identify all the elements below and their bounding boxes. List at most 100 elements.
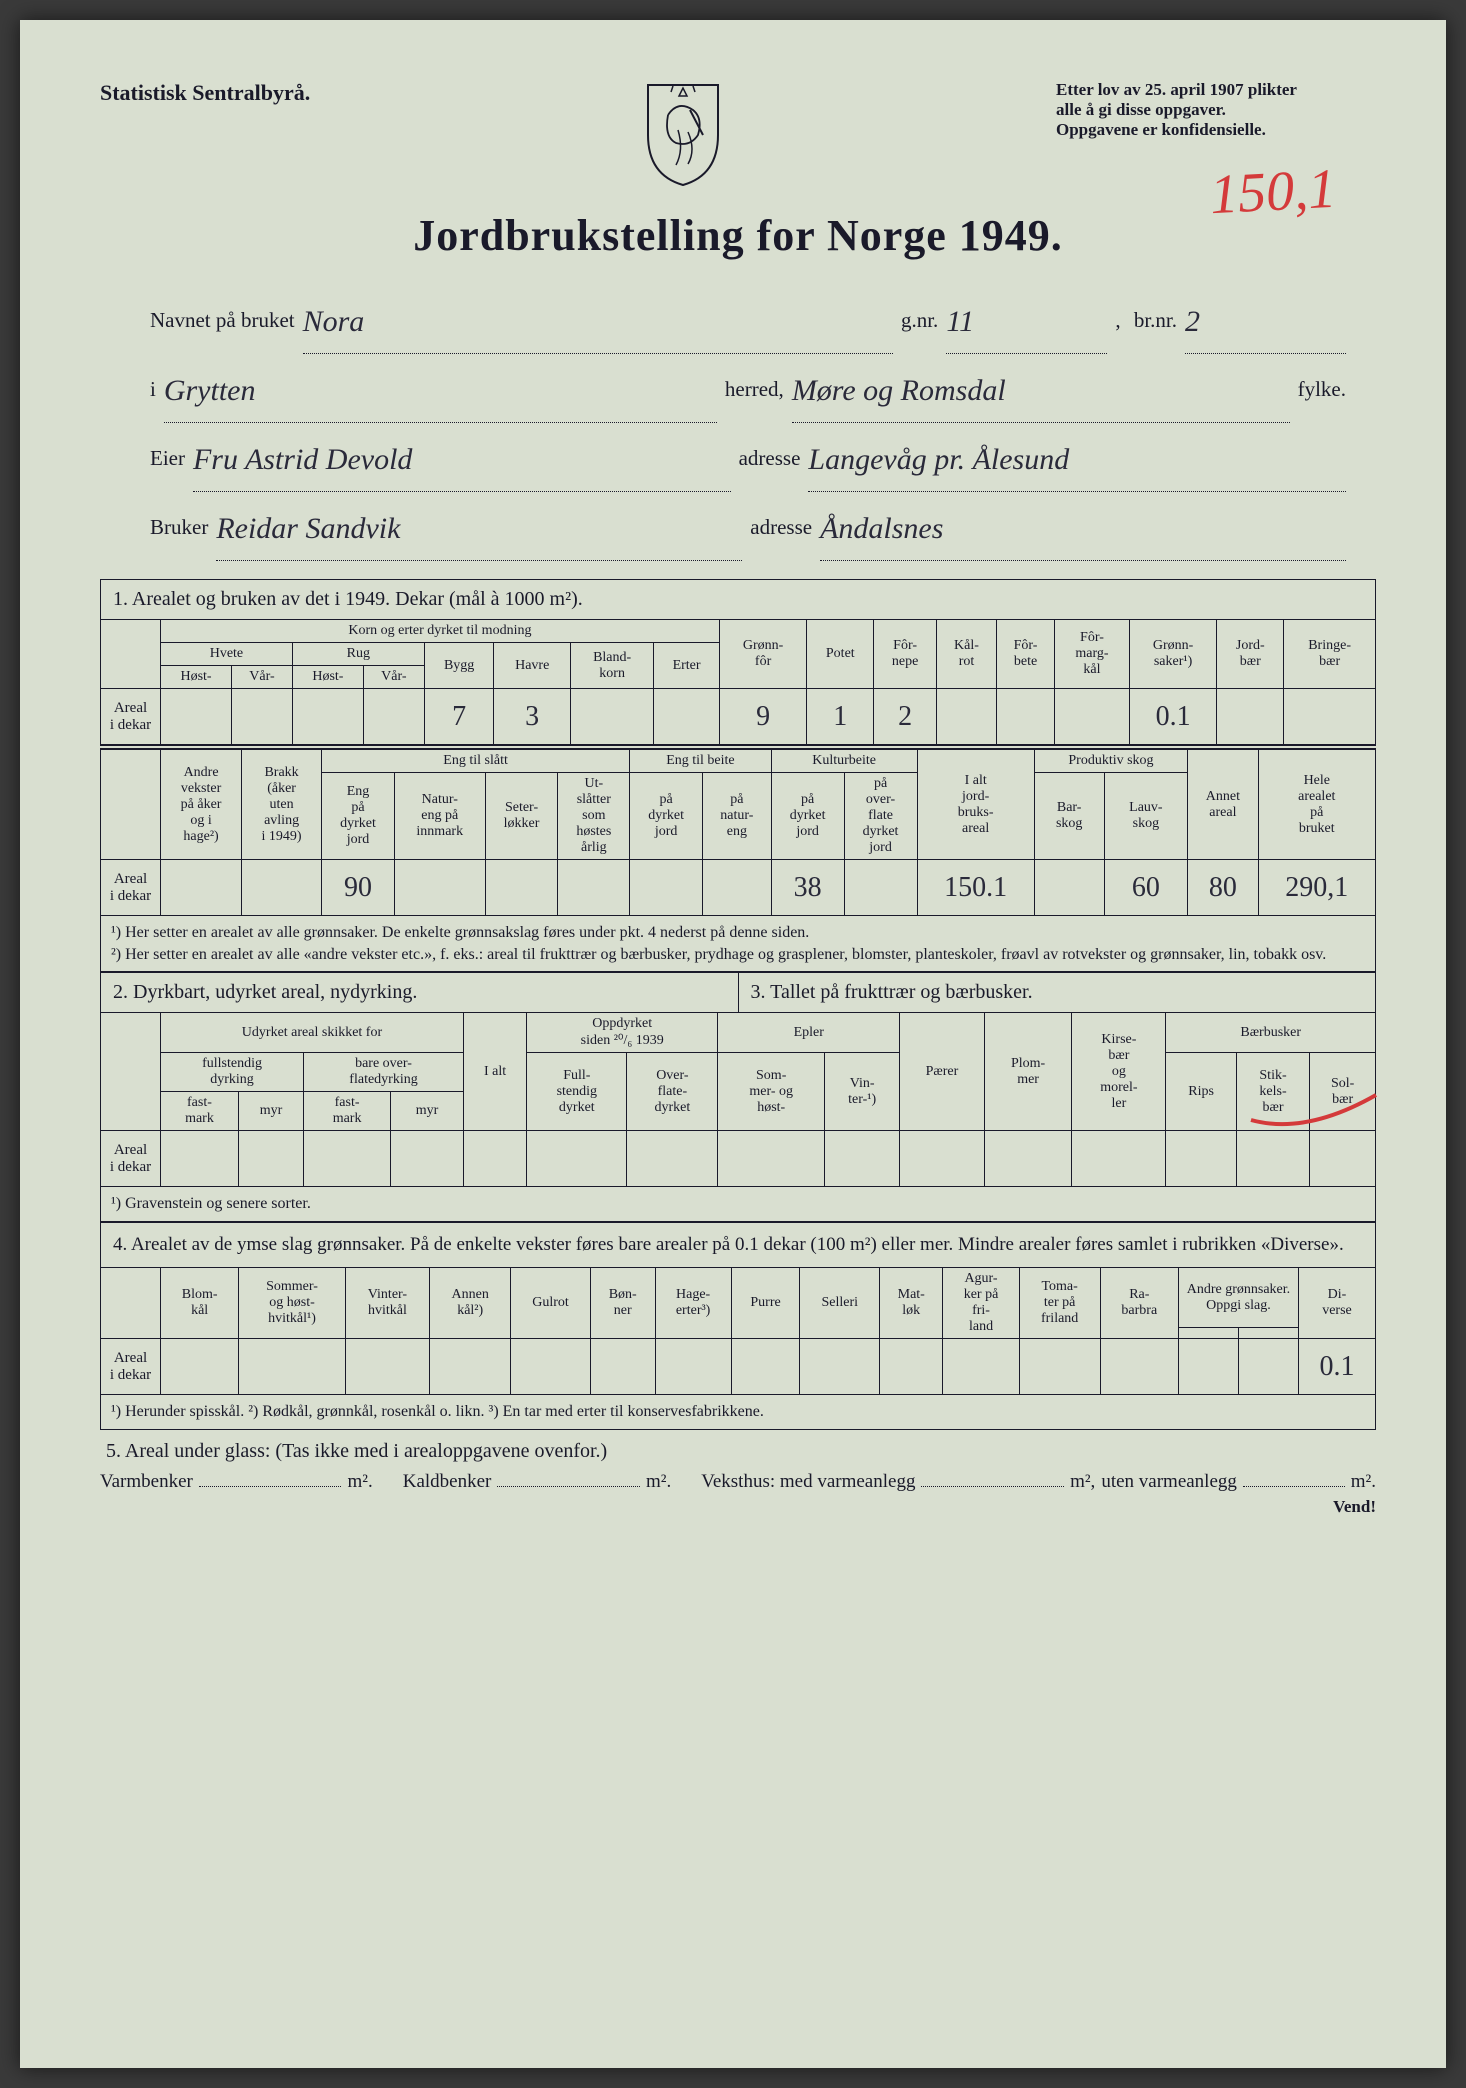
label-uten-varme: uten varmeanlegg xyxy=(1101,1471,1237,1493)
c4-purre: Purre xyxy=(731,1268,800,1339)
label-gnr: g.nr. xyxy=(901,297,938,343)
col-sommerhost: Som- mer- og høst- xyxy=(718,1053,825,1131)
unit-m2-1: m². xyxy=(347,1471,372,1493)
col-bringebaer: Bringe- bær xyxy=(1284,620,1376,689)
section23-footnote: ¹) Gravenstein og senere sorter. xyxy=(100,1187,1376,1222)
col-solbaer: Sol- bær xyxy=(1310,1053,1376,1131)
c4-selleri: Selleri xyxy=(800,1268,880,1339)
header-row: Statistisk Sentralbyrå. Etter lov av 25.… xyxy=(100,80,1376,190)
identification-fields: Navnet på bruket Nora g.nr. 11 , br.nr. … xyxy=(150,285,1346,561)
col-seterlokker: Seter- løkker xyxy=(485,773,558,860)
label-herred: herred, xyxy=(725,366,784,412)
value-navnet: Nora xyxy=(303,305,365,338)
col-fm2: fast- mark xyxy=(304,1092,391,1131)
footnote-1: ¹) Her setter en arealet av alle grønnsa… xyxy=(111,922,1365,944)
col-rips: Rips xyxy=(1166,1053,1236,1131)
label-i: i xyxy=(150,366,156,412)
col-baerbusker: Bærbusker xyxy=(1166,1013,1376,1053)
section-2-3-headings: 2. Dyrkbart, udyrket areal, nydyrking. 3… xyxy=(100,972,1376,1012)
unit-m2-2: m². xyxy=(646,1471,671,1493)
col-engbeite: Eng til beite xyxy=(630,750,772,773)
value-gnr: 11 xyxy=(946,305,974,338)
legal-notice: Etter lov av 25. april 1907 plikter alle… xyxy=(1056,80,1376,140)
col-rug-var: Vår- xyxy=(363,666,424,689)
footnote-2: ²) Her setter en arealet av alle «andre … xyxy=(111,944,1365,966)
val-engdyrket: 90 xyxy=(322,860,395,916)
val-havre: 3 xyxy=(494,689,570,745)
col-forbete: Fôr- bete xyxy=(996,620,1054,689)
table-2-3: Udyrket areal skikket for I alt Oppdyrke… xyxy=(100,1012,1376,1187)
section4-footnote: ¹) Herunder spisskål. ²) Rødkål, grønnkå… xyxy=(100,1395,1376,1430)
col-oppdyrket: Oppdyrket siden ²⁰/₆ 1939 xyxy=(527,1013,718,1053)
col-utslatter: Ut- slåtter som høstes årlig xyxy=(558,773,630,860)
col-rug: Rug xyxy=(292,643,424,666)
col-prodskog: Produktiv skog xyxy=(1034,750,1187,773)
col-jordbaer: Jord- bær xyxy=(1217,620,1284,689)
col-kirsebaer: Kirse- bær og morel- ler xyxy=(1072,1013,1166,1131)
label-navnet: Navnet på bruket xyxy=(150,297,295,343)
col-kb-dyrket: på dyrket jord xyxy=(771,773,844,860)
col-hele: Hele arealet på bruket xyxy=(1258,750,1375,860)
c4-rabarbra: Ra- barbra xyxy=(1100,1268,1178,1339)
c4-bonner: Bøn- ner xyxy=(590,1268,655,1339)
val-gronnfor: 9 xyxy=(719,689,807,745)
label-veksthus-varme: Veksthus: med varmeanlegg xyxy=(701,1471,915,1493)
col-overdyrket: Over- flate- dyrket xyxy=(627,1053,718,1131)
col-blandkorn: Bland- korn xyxy=(570,643,653,689)
c4-blomkal: Blom- kål xyxy=(161,1268,239,1339)
col-korn: Korn og erter dyrket til modning xyxy=(161,620,720,643)
label-varmbenker: Varmbenker xyxy=(100,1471,193,1493)
section5-heading: 5. Areal under glass: (Tas ikke med i ar… xyxy=(100,1440,1376,1463)
col-hvete-host: Høst- xyxy=(161,666,232,689)
col-rug-host: Høst- xyxy=(292,666,363,689)
col-potet: Potet xyxy=(807,620,874,689)
col-gronnfor: Grønn- fôr xyxy=(719,620,807,689)
col-fm1: fast- mark xyxy=(161,1092,239,1131)
col-barskog: Bar- skog xyxy=(1034,773,1104,860)
c4-tomater: Toma- ter på friland xyxy=(1019,1268,1100,1339)
col-udyrket: Udyrket areal skikket for xyxy=(161,1013,464,1053)
col-brakk: Brakk (åker uten avling i 1949) xyxy=(242,750,322,860)
unit-m2-4: m². xyxy=(1351,1471,1376,1493)
label-kaldbenker: Kaldbenker xyxy=(403,1471,492,1493)
col-ialtjord: I alt jord- bruks- areal xyxy=(917,750,1034,860)
c4-agurker: Agur- ker på fri- land xyxy=(943,1268,1019,1339)
col-beite-natureng: på natur- eng xyxy=(703,773,772,860)
val-hele: 290,1 xyxy=(1258,860,1375,916)
section3-heading: 3. Tallet på frukttrær og bærbusker. xyxy=(738,972,1377,1012)
col-bygg: Bygg xyxy=(424,643,494,689)
col-beite-dyrket: på dyrket jord xyxy=(630,773,703,860)
c4-vinterhvitkal: Vinter- hvitkål xyxy=(345,1268,429,1339)
section5-line: Varmbenker m². Kaldbenker m². Veksthus: … xyxy=(100,1471,1376,1493)
col-plommer: Plom- mer xyxy=(984,1013,1072,1131)
label-bruker-adr: adresse xyxy=(750,504,812,550)
col-myr2: myr xyxy=(391,1092,464,1131)
c4-sommerhvitkal: Sommer- og høst- hvitkål¹) xyxy=(239,1268,345,1339)
value-fylke: Møre og Romsdal xyxy=(792,374,1006,407)
form-page: Statistisk Sentralbyrå. Etter lov av 25.… xyxy=(20,20,1446,2068)
label-bruker: Bruker xyxy=(150,504,208,550)
col-fulldyrket: Full- stendig dyrket xyxy=(527,1053,627,1131)
c4-gulrot: Gulrot xyxy=(511,1268,591,1339)
col-fornepe: Fôr- nepe xyxy=(874,620,937,689)
label-brnr: br.nr. xyxy=(1134,297,1177,343)
col-bareover: bare over- flatedyrking xyxy=(304,1053,464,1092)
col-andre: Andre vekster på åker og i hage²) xyxy=(161,750,242,860)
label-eier: Eier xyxy=(150,435,185,481)
val-ialt: 150.1 xyxy=(917,860,1034,916)
col-ialt2: I alt xyxy=(463,1013,526,1131)
val-gronnsaker: 0.1 xyxy=(1129,689,1217,745)
col-erter: Erter xyxy=(654,643,719,689)
section2-heading: 2. Dyrkbart, udyrket areal, nydyrking. xyxy=(100,972,738,1012)
org-name: Statistisk Sentralbyrå. xyxy=(100,80,310,106)
row-label-4: Areal i dekar xyxy=(101,1339,161,1395)
col-stikkelsbaer: Stik- kels- bær xyxy=(1236,1053,1310,1131)
form-title: Jordbrukstelling for Norge 1949. xyxy=(100,210,1376,261)
col-formargkal: Fôr- marg- kål xyxy=(1055,620,1130,689)
row-label-23: Areal i dekar xyxy=(101,1131,161,1187)
value-bruker: Reidar Sandvik xyxy=(216,512,400,545)
value-bruker-adr: Åndalsnes xyxy=(820,512,943,545)
val-bygg: 7 xyxy=(424,689,494,745)
table-1b: Andre vekster på åker og i hage²) Brakk … xyxy=(100,749,1376,916)
col-annet: Annet areal xyxy=(1188,750,1258,860)
